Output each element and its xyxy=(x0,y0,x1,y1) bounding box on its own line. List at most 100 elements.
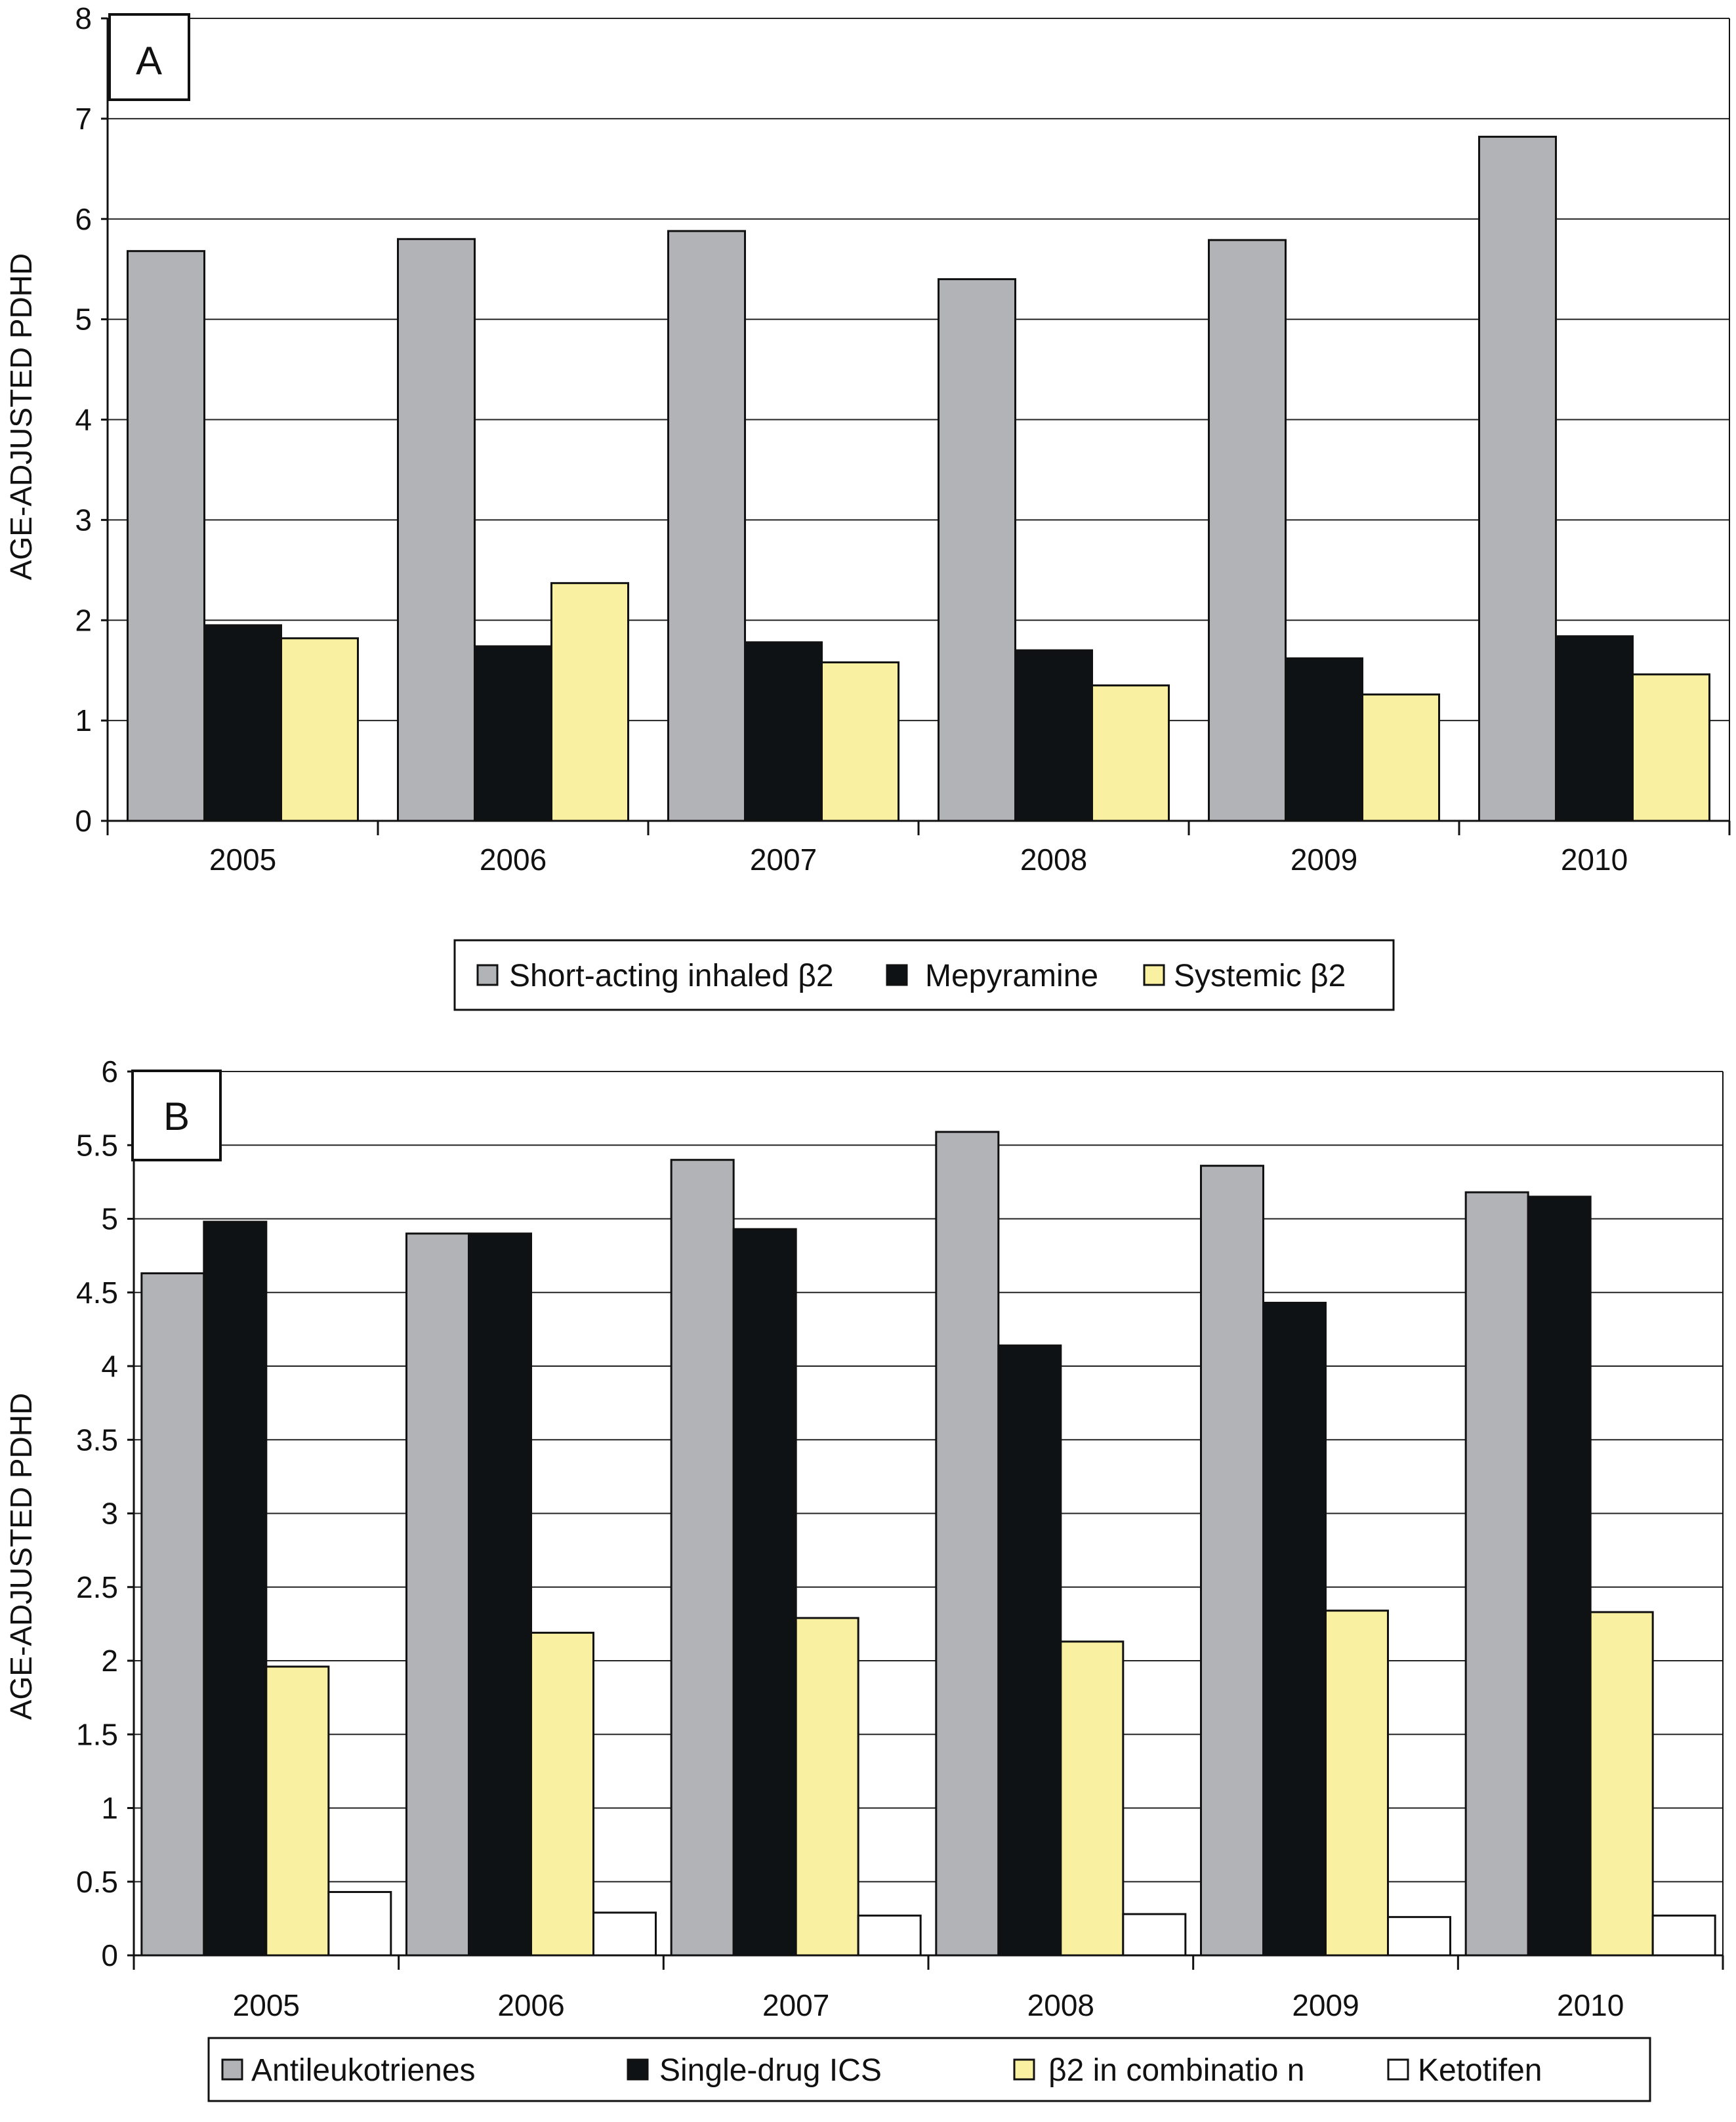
bar-antileukotrienes-2005 xyxy=(140,1272,205,1957)
y-tick-label: 0.5 xyxy=(76,1865,118,1899)
bar-short-acting-inhaled-b2-2010 xyxy=(1478,135,1557,822)
bar-short-acting-inhaled-b2-2008 xyxy=(938,278,1016,822)
y-tick-label: 2 xyxy=(101,1644,118,1678)
y-tick-label: 5.5 xyxy=(76,1128,118,1162)
y-tick-label: 1 xyxy=(75,703,92,738)
legend-a-label-mepyramine: Mepyramine xyxy=(925,959,1098,993)
x-tick-label: 2008 xyxy=(1027,1988,1094,2022)
panel-a-legend-frame xyxy=(453,939,1395,1011)
y-tick-label: 7 xyxy=(75,102,92,136)
bar-ketotifen-2009 xyxy=(1387,1916,1451,1957)
bar-ketotifen-2006 xyxy=(592,1911,657,1957)
legend-a-swatch-systemic-b2 xyxy=(1143,964,1165,986)
panel-b-gridlines xyxy=(134,1071,1723,1883)
bar-ketotifen-2008 xyxy=(1122,1913,1187,1957)
bar-antileukotrienes-2010 xyxy=(1464,1191,1529,1957)
bar-systemic-b2-2008 xyxy=(1091,684,1170,822)
y-tick-label: 3.5 xyxy=(76,1423,118,1457)
bar-single-drug-ics-2005 xyxy=(203,1220,268,1957)
y-tick-label: 2 xyxy=(75,603,92,637)
bar-b2-in-combinatio-n-2007 xyxy=(795,1617,859,1957)
bar-short-acting-inhaled-b2-2006 xyxy=(397,238,476,822)
x-tick-label: 2006 xyxy=(497,1988,564,2022)
y-tick-label: 1 xyxy=(101,1791,118,1825)
panel-b-bars xyxy=(140,1131,1716,1957)
bar-ketotifen-2005 xyxy=(327,1890,392,1957)
y-tick-label: 3 xyxy=(101,1497,118,1531)
y-tick-label: 5 xyxy=(101,1202,118,1236)
panel-a-chart: 0 1 2 3 4 5 6 7 8 2005 2006 2007 2008 2009 2010 A AGE… xyxy=(4,1,1731,1011)
bar-single-drug-ics-2009 xyxy=(1262,1301,1327,1957)
bar-systemic-b2-2006 xyxy=(550,582,629,822)
panel-a-label-box xyxy=(108,13,190,101)
legend-b-swatch-b2-in-combination xyxy=(1013,2058,1035,2081)
x-tick-label: 2005 xyxy=(233,1988,300,2022)
panel-a-gridlines xyxy=(108,18,1729,722)
x-tick-label: 2007 xyxy=(762,1988,829,2022)
legend-b-label-single-drug-ics: Single-drug ICS xyxy=(659,2053,882,2088)
bar-short-acting-inhaled-b2-2007 xyxy=(667,230,746,822)
y-tick-label: 8 xyxy=(75,1,92,35)
bar-ketotifen-2010 xyxy=(1651,1914,1716,1957)
panel-b-chart: 00.511.522.533.544.555.56 2005 2006 2007 20… xyxy=(4,1054,1724,2102)
x-tick-label: 2010 xyxy=(1557,1988,1624,2022)
bar-b2-in-combinatio-n-2009 xyxy=(1325,1610,1389,1957)
bar-single-drug-ics-2007 xyxy=(732,1228,797,1957)
legend-b-label-ketotifen: Ketotifen xyxy=(1418,2053,1542,2088)
bar-antileukotrienes-2009 xyxy=(1200,1165,1264,1957)
panel-b-label-box xyxy=(131,1070,222,1161)
panel-a-y-tick-labels: 0 1 2 3 4 5 6 7 8 xyxy=(75,1,92,838)
legend-b-swatch-ketotifen xyxy=(1387,2058,1409,2081)
bar-single-drug-ics-2006 xyxy=(468,1232,532,1957)
panel-b-y-axis-label: AGE-ADJUSTED PDHD xyxy=(4,1393,38,1720)
bar-b2-in-combinatio-n-2005 xyxy=(265,1665,330,1957)
y-tick-label: 5 xyxy=(75,302,92,337)
y-tick-label: 4 xyxy=(101,1349,118,1383)
bar-antileukotrienes-2007 xyxy=(670,1159,735,1957)
y-tick-label: 6 xyxy=(101,1054,118,1089)
y-tick-label: 6 xyxy=(75,202,92,236)
bar-antileukotrienes-2008 xyxy=(935,1131,1000,1957)
panel-b-legend: Antileukotrienes Single-drug ICS β2 in c… xyxy=(207,2037,1651,2102)
bar-mepyramine-2005 xyxy=(203,624,282,822)
x-tick-label: 2009 xyxy=(1292,1988,1359,2022)
legend-b-label-antileukotrienes: Antileukotrienes xyxy=(251,2053,476,2088)
panel-a-bars xyxy=(127,135,1710,822)
panel-a-legend: Short-acting inhaled β2 Mepyramine Syste… xyxy=(453,939,1395,1011)
bar-mepyramine-2006 xyxy=(474,645,552,822)
panel-b-legend-frame xyxy=(207,2037,1651,2102)
bar-b2-in-combinatio-n-2010 xyxy=(1589,1611,1654,1957)
bar-short-acting-inhaled-b2-2005 xyxy=(127,250,205,822)
legend-a-swatch-mepyramine xyxy=(886,964,908,986)
x-tick-label: 2007 xyxy=(750,843,817,877)
bar-systemic-b2-2007 xyxy=(821,661,899,822)
bar-mepyramine-2009 xyxy=(1285,657,1363,822)
panel-b-x-tick-labels: 2005 2006 2007 2008 2009 2010 xyxy=(233,1988,1624,2022)
bar-systemic-b2-2010 xyxy=(1632,673,1710,822)
bar-mepyramine-2008 xyxy=(1014,649,1093,822)
panel-b-axes xyxy=(127,1070,1724,1970)
bar-b2-in-combinatio-n-2006 xyxy=(530,1631,594,1957)
x-tick-label: 2009 xyxy=(1291,843,1357,877)
bar-b2-in-combinatio-n-2008 xyxy=(1060,1640,1125,1957)
bar-antileukotrienes-2006 xyxy=(405,1232,470,1957)
y-tick-label: 3 xyxy=(75,503,92,537)
y-tick-label: 4 xyxy=(75,403,92,437)
bar-short-acting-inhaled-b2-2009 xyxy=(1208,239,1287,822)
y-tick-label: 0 xyxy=(75,804,92,838)
legend-b-label-b2-in-combination: β2 in combinatio n xyxy=(1048,2053,1305,2088)
y-tick-label: 0 xyxy=(101,1938,118,1972)
panel-a-x-tick-labels: 2005 2006 2007 2008 2009 2010 xyxy=(209,843,1628,877)
y-tick-label: 1.5 xyxy=(76,1717,118,1751)
panel-b-label: B xyxy=(163,1094,190,1138)
bar-single-drug-ics-2008 xyxy=(997,1344,1062,1957)
x-tick-label: 2006 xyxy=(480,843,547,877)
y-tick-label: 2.5 xyxy=(76,1570,118,1604)
y-tick-label: 4.5 xyxy=(76,1276,118,1310)
legend-b-swatch-antileukotrienes xyxy=(221,2058,243,2081)
x-tick-label: 2008 xyxy=(1020,843,1087,877)
legend-b-swatch-single-drug-ics xyxy=(627,2058,649,2081)
bar-mepyramine-2007 xyxy=(744,641,823,822)
bar-mepyramine-2010 xyxy=(1555,635,1634,822)
